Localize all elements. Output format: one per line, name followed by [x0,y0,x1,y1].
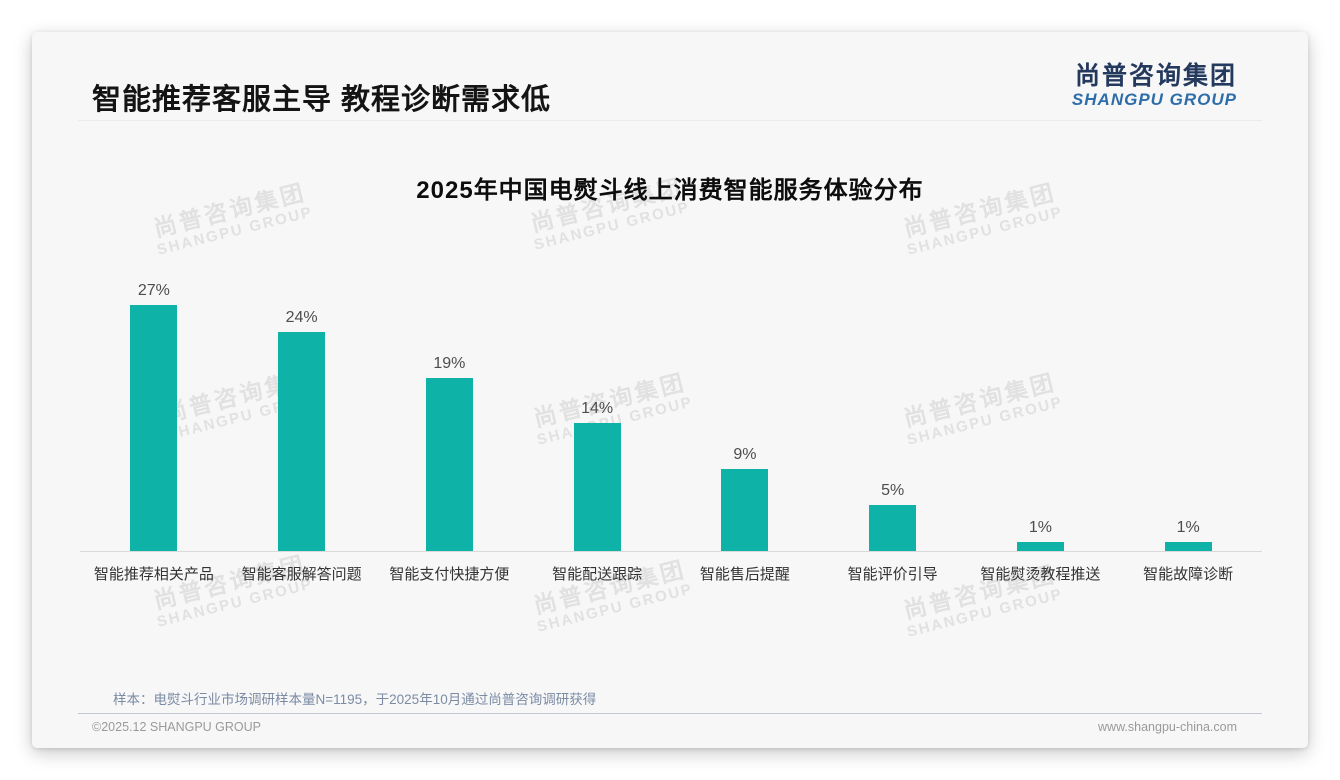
slide-card: 尚普咨询集团 SHANGPU GROUP 尚普咨询集团 SHANGPU GROUP 尚普… [32,32,1308,748]
bar-column: 1% [1114,272,1262,551]
website-text: www.shangpu-china.com [1098,720,1237,734]
bar-value-label: 1% [1176,519,1200,536]
bar-value-label: 5% [881,482,905,499]
bar-category-label: 智能评价引导 [847,566,938,583]
watermark: 尚普咨询集团 SHANGPU GROUP [125,544,339,637]
chart-title: 2025年中国电熨斗线上消费智能服务体验分布 [416,177,924,204]
bar-value-label: 14% [581,400,614,417]
watermark-chinese-text: 尚普咨询集团 [530,555,689,619]
bar-value-label: 19% [433,355,466,372]
bar [130,305,178,551]
x-axis-line [80,551,1262,552]
bar-value-label: 24% [285,309,318,326]
footer-divider [78,713,1262,714]
bar-category-label: 智能客服解答问题 [241,566,362,583]
copyright-text: ©2025.12 SHANGPU GROUP [92,720,261,734]
bar-column: 1% [967,272,1115,551]
watermark-english-text: SHANGPU GROUP [905,585,1065,641]
bar [278,332,326,551]
sample-note: 样本：电熨斗行业市场调研样本量N=1195，于2025年10月通过尚普咨询调研获… [113,692,597,707]
logo-english-text: SHANGPU GROUP [1071,90,1237,109]
bar [1016,542,1064,551]
bar-category-label: 智能售后提醒 [699,566,790,583]
bar-category-label: 智能推荐相关产品 [93,566,214,583]
bar [721,469,769,551]
bar-value-label: 27% [137,282,170,299]
bar-column: 19% [376,272,524,551]
bar-value-label: 9% [733,446,757,463]
bar-column: 5% [819,272,967,551]
bar-category-label: 智能熨烫教程推送 [980,566,1101,583]
bar [1164,542,1212,551]
bar-column: 27% [80,272,228,551]
bar-column: 9% [671,272,819,551]
logo-chinese-text: 尚普咨询集团 [1074,62,1237,90]
bar-category-label: 智能故障诊断 [1143,566,1234,583]
bar-category-label: 智能支付快捷方便 [389,566,510,583]
bar [425,378,473,551]
bar-column: 14% [523,272,671,551]
bar-column: 24% [228,272,376,551]
bar-value-label: 1% [1028,519,1052,536]
title-divider [78,120,1262,121]
watermark-english-text: SHANGPU GROUP [905,203,1065,259]
page-title: 智能推荐客服主导 教程诊断需求低 [92,84,552,116]
category-row: 智能推荐相关产品 智能客服解答问题 智能支付快捷方便 智能配送跟踪 智能售后提醒 智能评价… [80,563,1262,584]
company-logo: 尚普咨询集团 SHANGPU GROUP [1072,62,1237,109]
bar [573,423,621,551]
bar [869,505,917,551]
bar-category-label: 智能配送跟踪 [552,566,643,583]
plot-columns: 27% 24% 19% 14% 9% 5% 1% 1% [80,272,1262,551]
watermark-english-text: SHANGPU GROUP [535,580,695,636]
watermark-english-text: SHANGPU GROUP [155,203,315,259]
